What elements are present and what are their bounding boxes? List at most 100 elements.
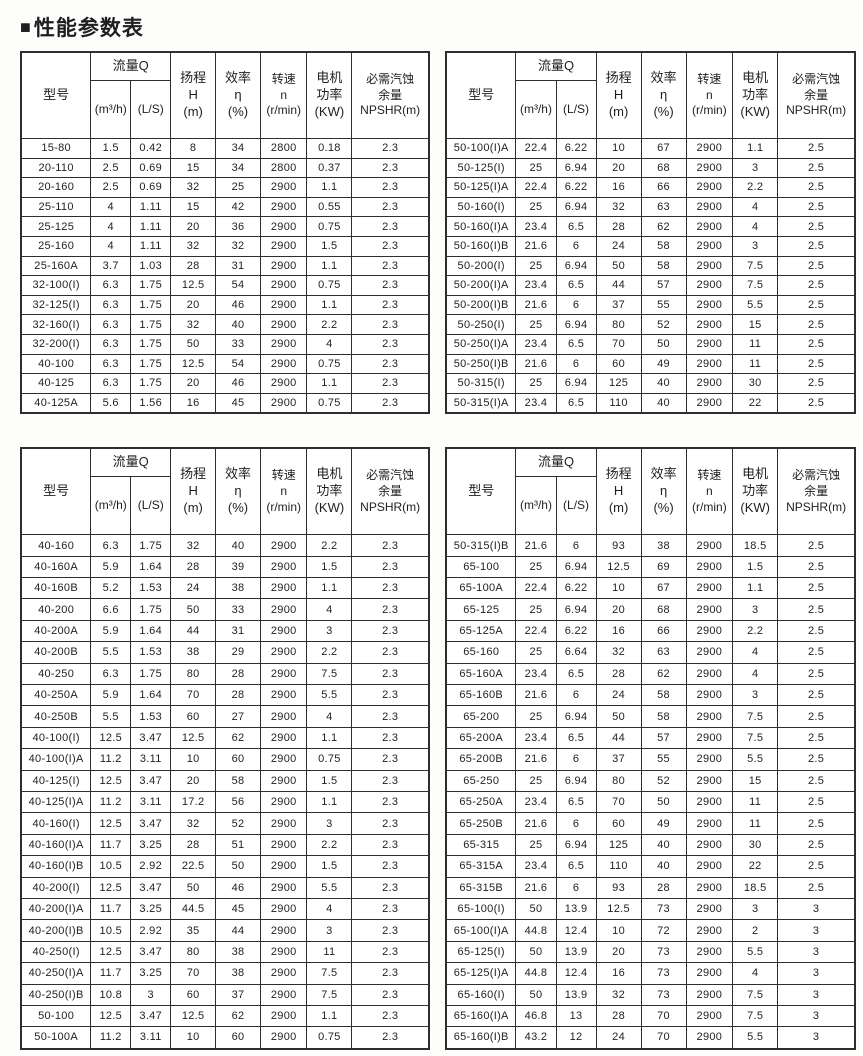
cell-speed: 2900: [685, 619, 734, 643]
cell-power: 0.75: [306, 216, 353, 237]
table-row: 20-110 2.5 0.69 15 34 2800 0.37 2.3: [20, 157, 430, 179]
cell-efficiency: 62: [215, 1004, 261, 1028]
cell-power: 2.2: [732, 177, 779, 198]
cell-flow-m3h: 6.3: [90, 314, 132, 335]
cell-npshr: 2.5: [777, 392, 856, 414]
cell-flow-m3h: 23.4: [515, 275, 557, 296]
cell-flow-ls: 6.22: [555, 577, 597, 600]
cell-head: 12.5: [170, 353, 217, 375]
cell-flow-m3h: 11.2: [90, 1026, 132, 1050]
cell-power: 0.18: [306, 138, 353, 159]
cell-speed: 2900: [259, 392, 308, 414]
cell-head: 38: [170, 641, 217, 664]
cell-model: 65-250: [445, 769, 517, 793]
cell-speed: 2900: [259, 812, 308, 835]
table-row: 40-160(I)B 10.5 2.92 22.5 50 2900 1.5 2.3: [20, 855, 430, 878]
cell-head: 12.5: [595, 555, 642, 579]
cell-power: 1.1: [306, 177, 353, 198]
cell-flow-m3h: 23.4: [515, 726, 557, 750]
cell-npshr: 2.3: [351, 294, 430, 316]
cell-efficiency: 60: [215, 748, 261, 771]
header-flow-group: 流量Q: [515, 51, 597, 81]
cell-flow-m3h: 23.4: [515, 790, 557, 814]
cell-efficiency: 28: [215, 662, 261, 686]
performance-table-bottom-right: 型号 流量Q 扬程 H (m) 效率 η (%) 转速 n (r/min) 电机 功率 (…: [445, 447, 856, 1050]
cell-power: 1.1: [306, 294, 353, 316]
cell-power: 3: [306, 812, 353, 835]
cell-efficiency: 28: [215, 684, 261, 707]
cell-efficiency: 36: [215, 216, 261, 237]
header-efficiency: 效率 η (%): [640, 51, 687, 139]
cell-model: 40-100: [20, 353, 92, 375]
cell-flow-ls: 6.94: [555, 314, 597, 335]
cell-npshr: 2.5: [777, 790, 856, 814]
table-row: 50-125(I) 25 6.94 20 68 2900 3 2.5: [445, 157, 856, 179]
cell-efficiency: 46: [215, 876, 261, 899]
cell-speed: 2900: [259, 577, 308, 600]
cell-flow-m3h: 21.6: [515, 294, 557, 316]
cell-efficiency: 56: [215, 790, 261, 814]
cell-head: 24: [595, 235, 642, 257]
cell-flow-m3h: 23.4: [515, 216, 557, 237]
cell-model: 65-315: [445, 833, 517, 857]
cell-npshr: 2.5: [777, 534, 856, 557]
table-row: 25-110 4 1.11 15 42 2900 0.55 2.3: [20, 196, 430, 218]
cell-npshr: 2.3: [351, 876, 430, 899]
cell-model: 25-125: [20, 216, 92, 237]
cell-efficiency: 52: [215, 812, 261, 835]
cell-npshr: 2.3: [351, 353, 430, 375]
cell-speed: 2900: [259, 769, 308, 793]
table-row: 40-200(I) 12.5 3.47 50 46 2900 5.5 2.3: [20, 876, 430, 899]
cell-head: 10: [170, 748, 217, 771]
cell-npshr: 2.5: [777, 275, 856, 296]
cell-npshr: 2.3: [351, 177, 430, 198]
cell-flow-m3h: 6.3: [90, 534, 132, 557]
cell-power: 1.1: [306, 790, 353, 814]
cell-flow-ls: 12: [555, 1026, 597, 1050]
cell-efficiency: 54: [215, 275, 261, 296]
cell-npshr: 2.3: [351, 833, 430, 857]
cell-flow-ls: 6: [555, 748, 597, 771]
cell-flow-m3h: 21.6: [515, 534, 557, 557]
cell-model: 50-100A: [20, 1026, 92, 1050]
cell-head: 12.5: [170, 1004, 217, 1028]
cell-model: 50-250(I)B: [445, 353, 517, 375]
cell-speed: 2900: [259, 919, 308, 942]
cell-head: 10: [595, 138, 642, 159]
cell-speed: 2900: [685, 255, 734, 277]
header-efficiency: 效率 η (%): [640, 447, 687, 536]
table-row: 65-100 25 6.94 12.5 69 2900 1.5 2.5: [445, 555, 856, 579]
cell-speed: 2900: [685, 790, 734, 814]
cell-flow-m3h: 23.4: [515, 333, 557, 355]
cell-flow-m3h: 2.5: [90, 177, 132, 198]
cell-head: 70: [170, 684, 217, 707]
cell-flow-ls: 6.94: [555, 705, 597, 728]
cell-npshr: 2.3: [351, 196, 430, 218]
cell-flow-m3h: 21.6: [515, 353, 557, 375]
cell-power: 4: [732, 216, 779, 237]
cell-flow-ls: 6.5: [555, 333, 597, 355]
cell-npshr: 2.5: [777, 726, 856, 750]
cell-head: 60: [170, 983, 217, 1006]
cell-power: 0.75: [306, 1026, 353, 1050]
cell-head: 28: [595, 216, 642, 237]
cell-power: 1.1: [306, 373, 353, 394]
cell-power: 3: [306, 619, 353, 643]
cell-speed: 2900: [259, 373, 308, 394]
cell-npshr: 3: [777, 983, 856, 1006]
cell-model: 40-125(I)A: [20, 790, 92, 814]
cell-power: 7.5: [732, 705, 779, 728]
header-flow-m3h: (m³/h): [515, 476, 557, 536]
cell-power: 4: [732, 962, 779, 985]
performance-table-top-left: 型号 流量Q 扬程 H (m) 效率 η (%) 转速 n (r/min) 电机 功率 (…: [20, 51, 430, 415]
cell-model: 40-160B: [20, 577, 92, 600]
cell-power: 2.2: [306, 314, 353, 335]
cell-flow-m3h: 4: [90, 235, 132, 257]
cell-flow-m3h: 11.2: [90, 748, 132, 771]
table-row: 65-200B 21.6 6 37 55 2900 5.5 2.5: [445, 748, 856, 771]
cell-speed: 2900: [259, 294, 308, 316]
cell-model: 65-100(I): [445, 897, 517, 921]
cell-power: 7.5: [732, 983, 779, 1006]
cell-npshr: 2.3: [351, 157, 430, 179]
